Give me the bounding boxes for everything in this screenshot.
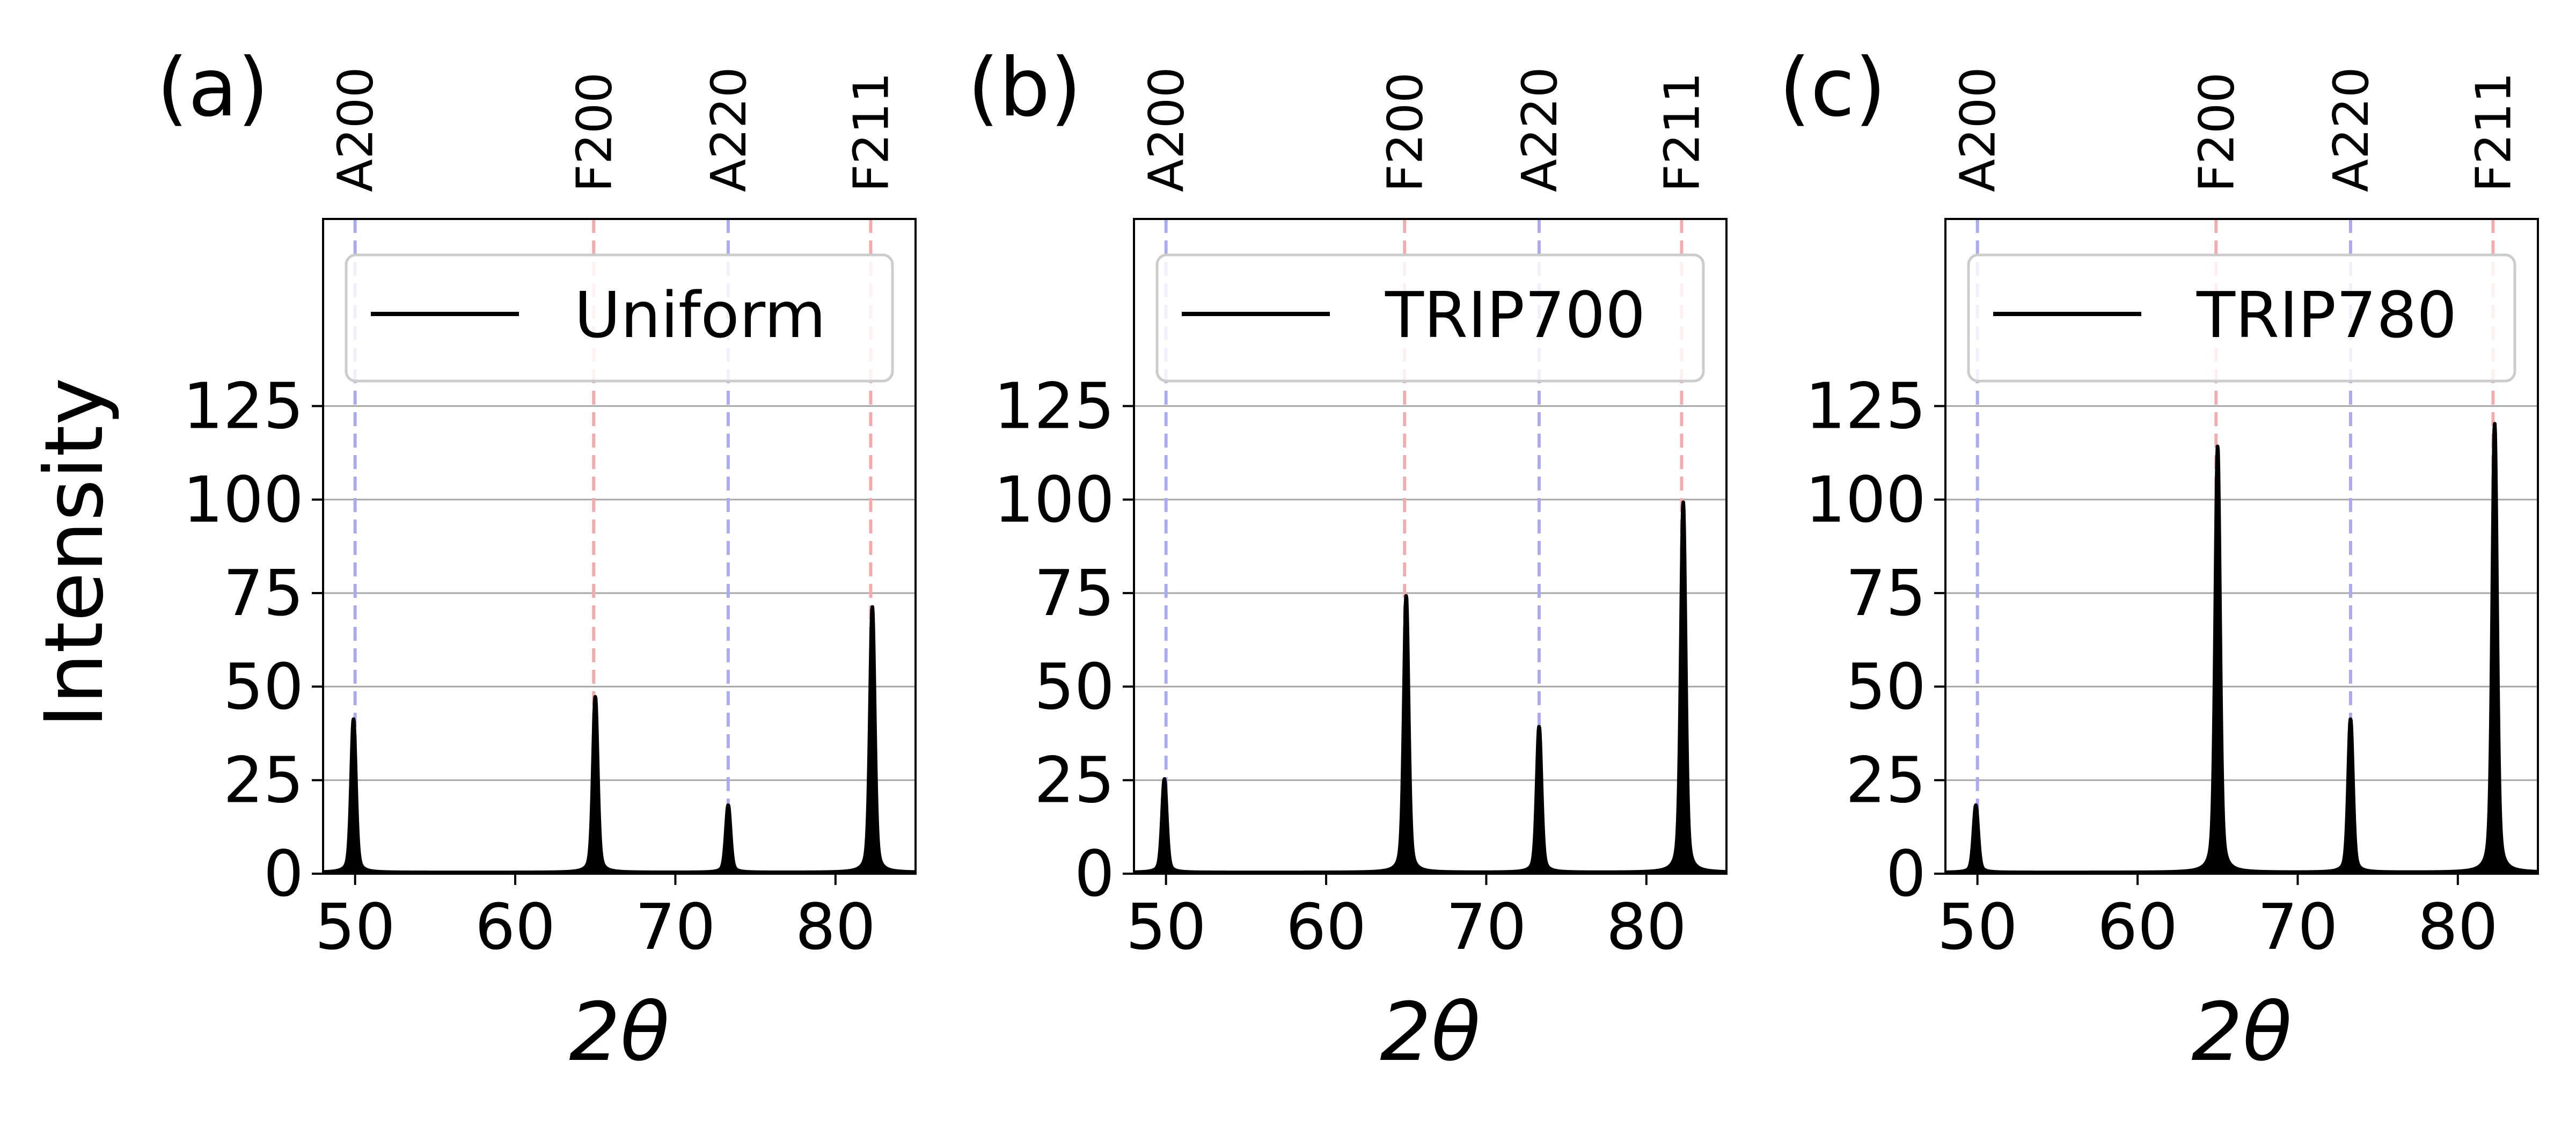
reference-label-a220: A220 [2323, 67, 2380, 192]
legend-box [345, 253, 894, 383]
x-axis-label: 2θ [2191, 986, 2292, 1079]
y-tick-label: 50 [223, 649, 304, 723]
x-axis-label: 2θ [1380, 986, 1480, 1079]
y-tick-label: 50 [1034, 649, 1115, 723]
x-tick-label: 80 [2418, 890, 2498, 964]
pattern-area [1945, 423, 2538, 874]
y-tick-label: 75 [1034, 556, 1115, 630]
peak-point [2349, 719, 2352, 722]
peak-point [1163, 779, 1166, 781]
reference-label-a220: A220 [701, 67, 757, 192]
y-tick-label: 50 [1846, 649, 1926, 723]
pattern-line [1134, 500, 1726, 874]
y-tick-label: 125 [1805, 369, 1926, 443]
peak-point [871, 607, 874, 610]
y-tick-label: 0 [1886, 837, 1926, 911]
legend: Uniform [345, 253, 894, 383]
y-tick-label: 25 [1034, 743, 1115, 817]
peak-point [1405, 596, 1408, 598]
peak-point [2216, 446, 2219, 449]
y-tick-label: 125 [183, 369, 304, 443]
reference-label-f211: F211 [1654, 72, 1710, 192]
x-tick-label: 70 [2257, 890, 2338, 964]
y-tick-label: 0 [1074, 837, 1115, 911]
pattern-area [323, 607, 916, 874]
peak-point [594, 697, 597, 699]
reference-label-f200: F200 [2189, 72, 2245, 192]
y-tick-label: 100 [183, 463, 304, 537]
peak-point [352, 719, 355, 722]
panel-label: (a) [157, 41, 269, 135]
reference-label-a200: A200 [1950, 67, 2007, 192]
peak-point [1974, 805, 1977, 808]
x-tick-label: 60 [2097, 890, 2178, 964]
pattern-area [1134, 502, 1726, 874]
peak-point [2493, 423, 2496, 426]
legend-entry: TRIP780 [2196, 278, 2457, 352]
y-tick-label: 100 [1805, 463, 1926, 537]
pattern-line [1945, 422, 2538, 874]
legend-entry: TRIP700 [1385, 278, 1645, 352]
plot-frame [1133, 218, 1728, 875]
peak-point [727, 805, 729, 808]
reference-label-f200: F200 [1377, 72, 1433, 192]
y-axis-label: Intensity [28, 378, 121, 728]
y-tick-label: 100 [994, 463, 1115, 537]
x-tick-label: 70 [635, 890, 715, 964]
y-tick-label: 25 [223, 743, 304, 817]
legend-entry: Uniform [574, 278, 826, 352]
x-tick-label: 50 [315, 890, 396, 964]
x-tick-label: 50 [1126, 890, 1206, 964]
panel-label: (c) [1779, 41, 1886, 135]
x-tick-label: 60 [475, 890, 555, 964]
y-tick-label: 75 [223, 556, 304, 630]
reference-label-f211: F211 [2465, 72, 2522, 192]
reference-label-a220: A220 [1512, 67, 1568, 192]
x-tick-label: 80 [1606, 890, 1687, 964]
x-axis-label: 2θ [569, 986, 669, 1079]
reference-label-f200: F200 [566, 72, 623, 192]
y-tick-label: 125 [994, 369, 1115, 443]
reference-label-a200: A200 [328, 67, 384, 192]
peak-point [1682, 502, 1685, 504]
plot-frame [322, 218, 917, 875]
x-tick-label: 60 [1286, 890, 1366, 964]
pattern-line [323, 605, 916, 874]
x-tick-label: 50 [1937, 890, 2018, 964]
peak-point [1538, 727, 1540, 729]
y-tick-label: 0 [264, 837, 304, 911]
y-tick-label: 75 [1846, 556, 1926, 630]
reference-label-a200: A200 [1139, 67, 1195, 192]
reference-label-f211: F211 [843, 72, 899, 192]
x-tick-label: 70 [1446, 890, 1526, 964]
x-tick-label: 80 [795, 890, 876, 964]
panel-label: (b) [968, 41, 1081, 135]
y-tick-label: 25 [1846, 743, 1926, 817]
legend: TRIP700 [1155, 253, 1705, 383]
plot-frame [1944, 218, 2539, 875]
legend-box [1155, 253, 1705, 383]
legend: TRIP780 [1967, 253, 2516, 383]
legend-box [1967, 253, 2516, 383]
